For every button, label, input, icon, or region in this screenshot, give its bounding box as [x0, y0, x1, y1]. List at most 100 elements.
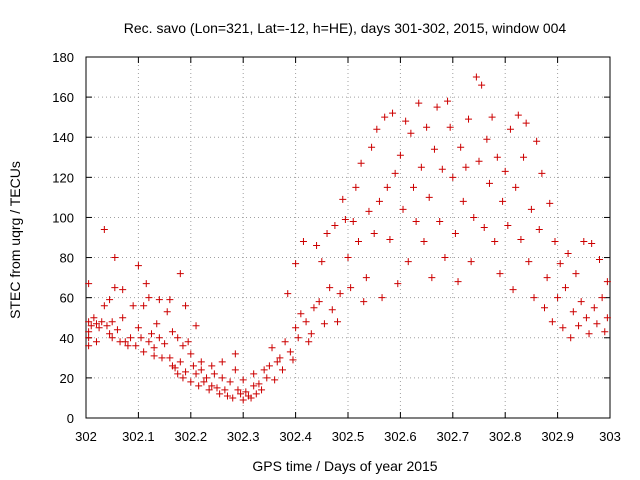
data-point-plus: [336, 290, 344, 298]
data-point-plus: [161, 340, 169, 348]
x-tick-label: 302.2: [175, 429, 208, 444]
data-point-plus: [433, 103, 441, 111]
data-point-plus: [279, 366, 286, 374]
data-point-plus: [603, 278, 611, 286]
data-point-plus: [334, 318, 342, 326]
data-point-plus: [485, 179, 493, 187]
data-point-plus: [218, 358, 226, 366]
data-point-plus: [318, 258, 326, 266]
chart-title: Rec. savo (Lon=321, Lat=-12, h=HE), days…: [124, 20, 567, 36]
data-point-plus: [420, 238, 428, 246]
data-point-plus: [567, 334, 575, 342]
data-point-plus: [213, 384, 221, 392]
data-point-plus: [328, 306, 336, 314]
data-point-plus: [577, 298, 585, 306]
data-point-plus: [467, 258, 475, 266]
data-point-plus: [506, 125, 514, 133]
data-point-plus: [182, 368, 190, 376]
data-point-plus: [265, 362, 273, 370]
data-point-plus: [111, 284, 119, 292]
y-tick-label: 100: [52, 210, 74, 225]
data-point-plus: [462, 163, 470, 171]
data-point-plus: [103, 322, 111, 330]
data-point-plus: [176, 270, 184, 278]
data-point-plus: [559, 324, 567, 332]
data-point-plus: [543, 274, 551, 282]
y-tick-label: 0: [67, 411, 74, 426]
data-point-plus: [459, 197, 467, 205]
data-point-plus: [412, 217, 420, 225]
y-tick-label: 140: [52, 130, 74, 145]
x-tick-label: 302.3: [227, 429, 260, 444]
data-point-plus: [166, 354, 174, 362]
data-point-plus: [155, 296, 163, 304]
x-tick-label: 302: [75, 429, 97, 444]
data-point-plus: [119, 286, 127, 294]
data-point-plus: [535, 225, 543, 233]
data-point-plus: [237, 390, 245, 398]
data-point-plus: [200, 378, 208, 386]
data-point-plus: [488, 113, 496, 121]
data-point-plus: [391, 169, 399, 177]
data-point-plus: [564, 250, 572, 258]
data-point-plus: [142, 280, 150, 288]
data-point-plus: [305, 338, 313, 346]
data-point-plus: [208, 382, 216, 390]
data-point-plus: [446, 123, 454, 131]
data-point-plus: [441, 254, 449, 262]
data-point-plus: [174, 334, 182, 342]
axis-ticks: 302 302.1 302.2 302.3 302.4 302.5 302.6 302.7 30…: [52, 50, 621, 444]
data-point-plus: [216, 390, 224, 398]
data-point-plus: [347, 284, 355, 292]
data-point-plus: [85, 334, 93, 342]
data-point-plus: [189, 362, 197, 370]
data-point-plus: [499, 197, 507, 205]
data-point-plus: [260, 366, 268, 374]
data-point-plus: [100, 225, 108, 233]
data-point-plus: [271, 376, 279, 384]
x-axis-label: GPS time / Days of year 2015: [252, 458, 437, 474]
data-point-plus: [158, 354, 166, 362]
data-point-plus: [582, 314, 590, 322]
data-point-plus: [182, 302, 190, 310]
data-point-plus: [286, 348, 294, 356]
data-point-plus: [231, 350, 239, 358]
data-point-plus: [381, 113, 389, 121]
data-point-plus: [596, 256, 604, 264]
data-point-plus: [323, 229, 331, 237]
data-point-plus: [357, 159, 365, 167]
data-point-plus: [242, 388, 250, 396]
data-point-plus: [360, 298, 368, 306]
y-tick-label: 80: [60, 251, 74, 266]
data-point-plus: [234, 386, 242, 394]
data-point-plus: [551, 238, 559, 246]
data-point-plus: [132, 342, 140, 350]
data-point-plus: [475, 157, 483, 165]
data-point-plus: [197, 358, 205, 366]
data-point-plus: [383, 183, 391, 191]
data-point-plus: [548, 318, 556, 326]
data-point-plus: [349, 217, 357, 225]
data-point-plus: [541, 304, 548, 312]
data-point-plus: [451, 229, 459, 237]
data-point-plus: [530, 294, 538, 302]
data-point-plus: [179, 374, 187, 382]
data-point-plus: [512, 183, 520, 191]
data-point-plus: [294, 334, 302, 342]
data-point-plus: [124, 342, 132, 350]
data-point-plus: [113, 326, 121, 334]
data-point-plus: [121, 338, 129, 346]
data-point-plus: [208, 362, 216, 370]
data-point-plus: [320, 320, 328, 328]
data-point-plus: [98, 318, 106, 326]
data-point-plus: [134, 324, 142, 332]
data-point-plus: [326, 284, 334, 292]
data-point-plus: [187, 350, 195, 358]
data-point-plus: [375, 197, 383, 205]
data-point-plus: [184, 338, 192, 346]
data-point-plus: [205, 386, 213, 394]
data-point-plus: [389, 109, 397, 117]
data-point-plus: [299, 238, 307, 246]
data-point-plus: [140, 302, 148, 310]
data-point-plus: [85, 328, 93, 336]
